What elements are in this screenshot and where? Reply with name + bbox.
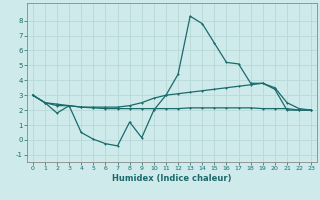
X-axis label: Humidex (Indice chaleur): Humidex (Indice chaleur) xyxy=(112,174,232,183)
